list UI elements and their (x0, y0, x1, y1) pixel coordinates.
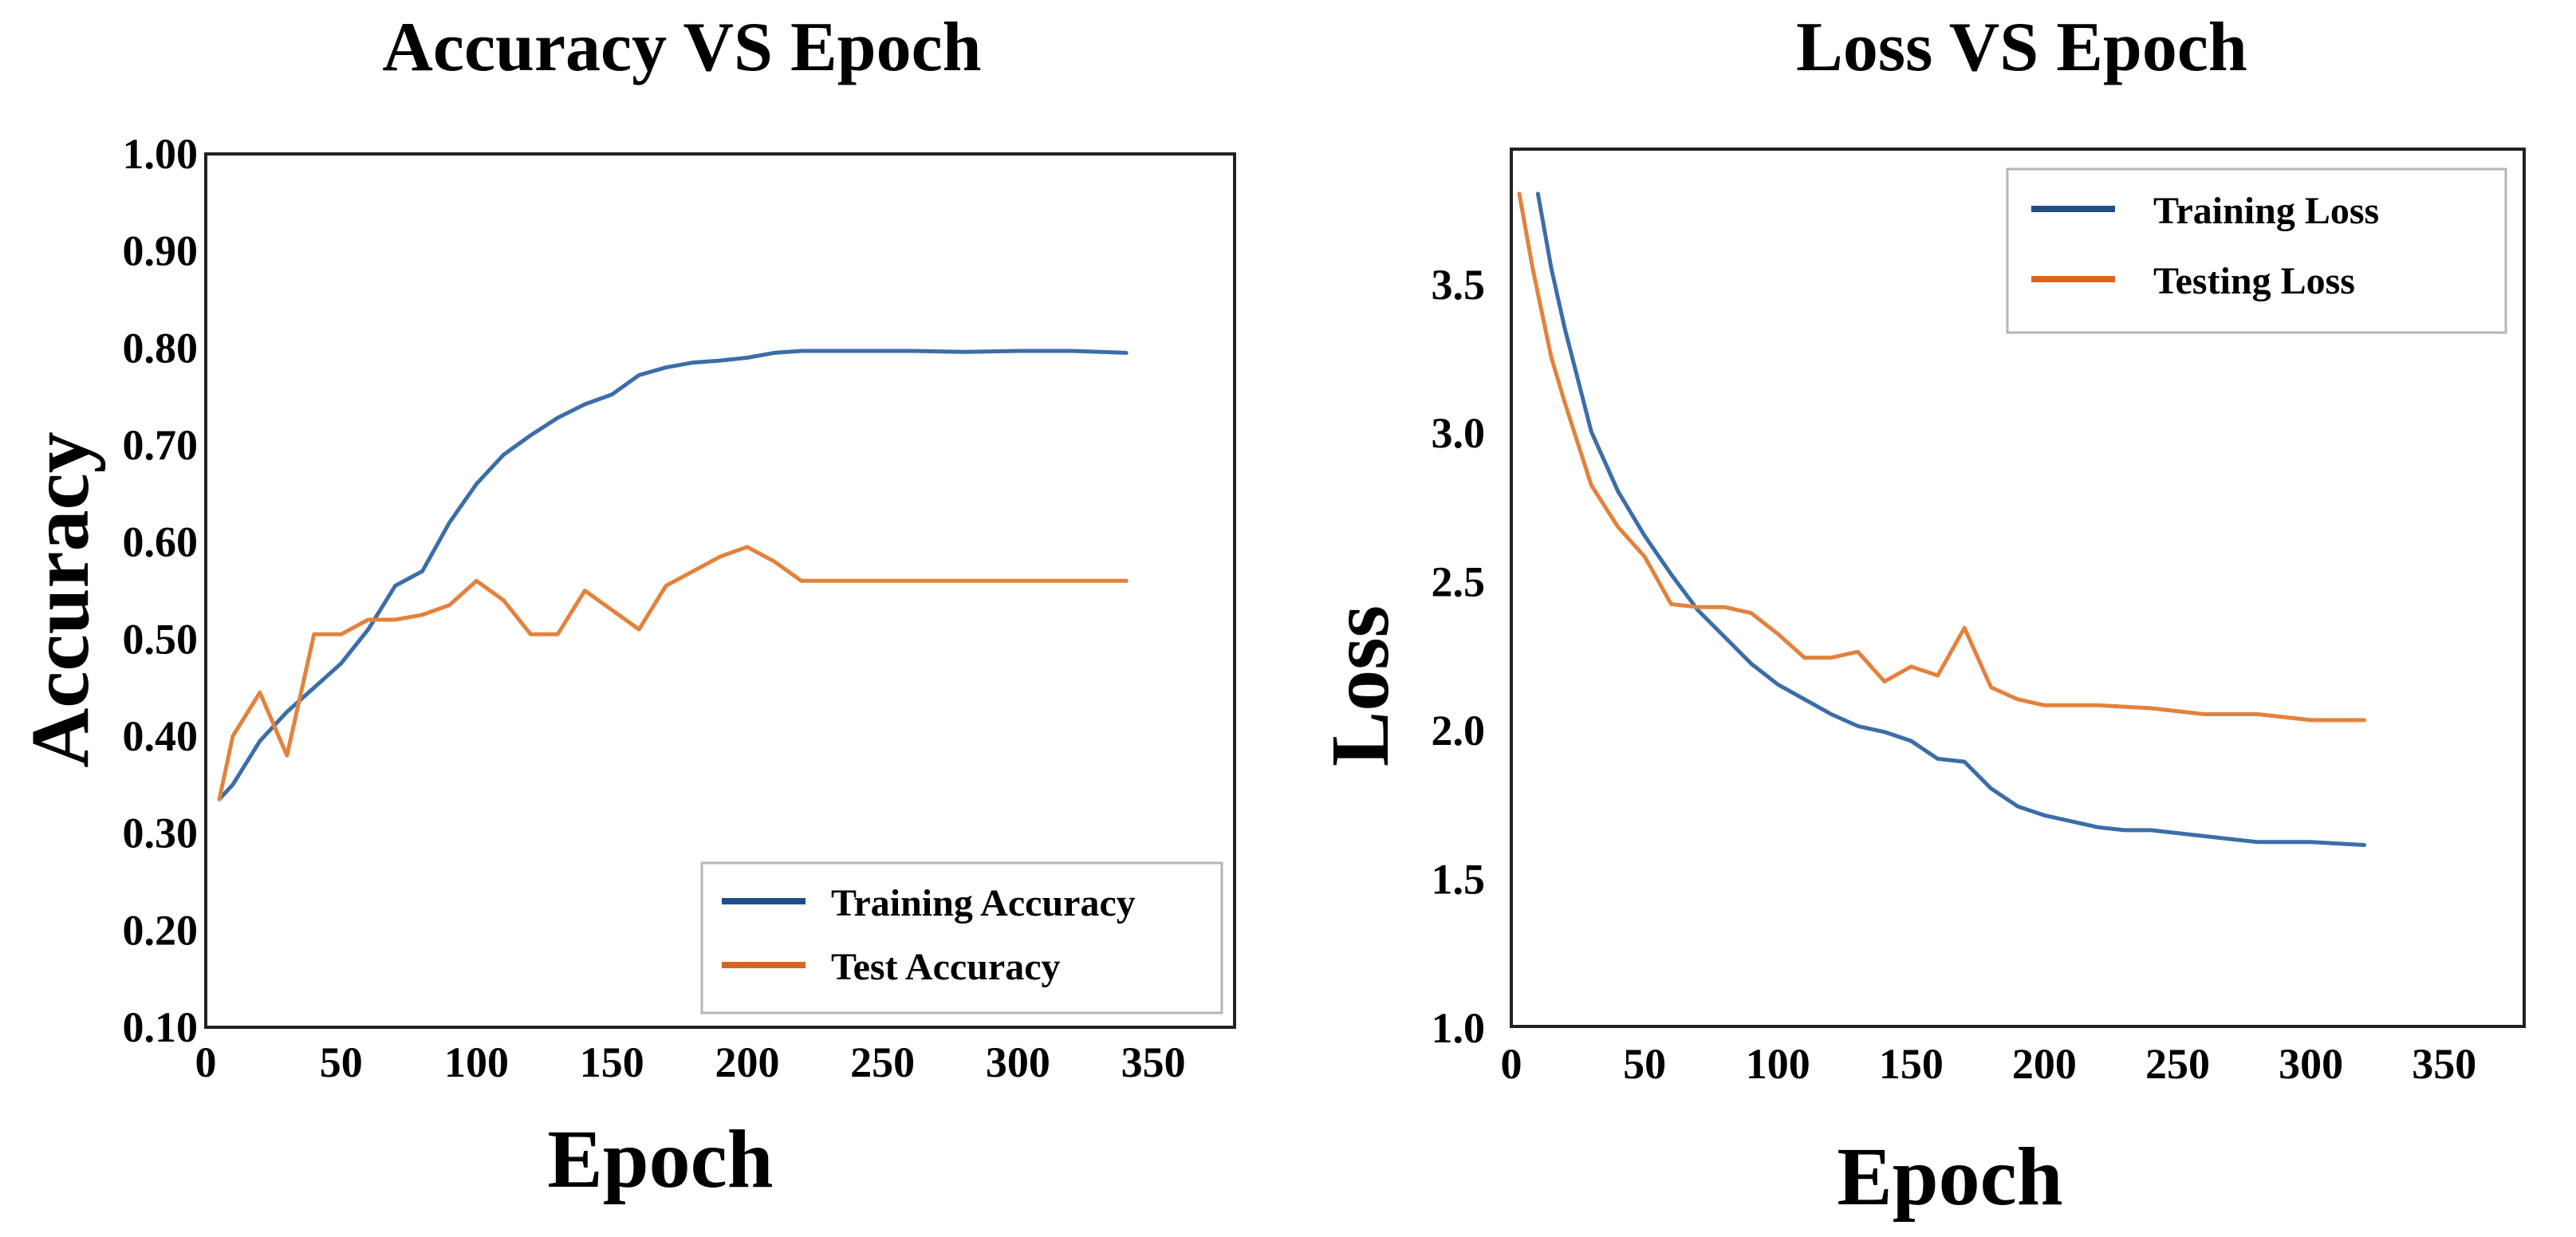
x-tick-label: 350 (2412, 1040, 2476, 1088)
series-line-testing (217, 545, 1128, 802)
x-tick-label: 100 (1746, 1040, 1810, 1088)
y-tick-label: 0.40 (123, 712, 199, 760)
chart-title: Accuracy VS Epoch (382, 9, 981, 86)
data-series (1517, 191, 2366, 847)
y-tick-label: 0.10 (123, 1003, 199, 1051)
legend-label-training: Training Accuracy (831, 882, 1136, 924)
x-tick-label: 0 (195, 1038, 217, 1086)
legend: Training Accuracy Test Accuracy (700, 861, 1223, 1014)
y-tick-label: 0.60 (123, 518, 199, 566)
legend-box (2006, 167, 2507, 334)
chart-title: Loss VS Epoch (1796, 9, 2247, 86)
y-tick-label: 0.30 (123, 810, 199, 857)
y-tick-label: 3.0 (1432, 409, 1486, 457)
y-tick-label: 0.20 (123, 906, 199, 954)
x-tick-label: 50 (1623, 1040, 1666, 1088)
y-tick-labels: 0.10 0.20 0.30 0.40 0.50 0.60 0.70 0.80 0.90 1.00 (123, 130, 199, 1051)
y-tick-label: 0.50 (123, 615, 199, 663)
series-line-training (217, 349, 1128, 802)
x-tick-label: 350 (1121, 1038, 1186, 1086)
y-tick-label: 1.00 (123, 130, 199, 178)
series-line-training (1535, 191, 2366, 847)
x-tick-label: 200 (2012, 1040, 2077, 1088)
plot-area-frame (1510, 148, 2526, 1028)
x-tick-label: 100 (444, 1038, 509, 1086)
legend-label-training: Training Loss (2153, 190, 2379, 232)
legend-label-testing: Testing Loss (2153, 260, 2355, 302)
plot-area-frame (204, 152, 1236, 1029)
y-tick-label: 1.5 (1432, 856, 1486, 904)
data-series (217, 349, 1128, 802)
series-line-testing (1517, 191, 2366, 723)
y-axis-label: Accuracy (14, 431, 106, 768)
accuracy-chart: Accuracy VS Epoch 0.100.200.300.400.500.… (14, 9, 1236, 1205)
x-axis-label: Epoch (547, 1113, 773, 1205)
y-tick-labels: 1.0 1.5 2.0 2.5 3.0 3.5 (1432, 261, 1486, 1052)
y-tick-label: 0.90 (123, 227, 199, 275)
x-tick-label: 150 (580, 1038, 644, 1086)
x-tick-label: 50 (320, 1038, 363, 1086)
x-tick-label: 200 (715, 1038, 779, 1086)
y-tick-label: 0.80 (123, 324, 199, 372)
x-tick-label: 300 (986, 1038, 1050, 1086)
loss-chart: Loss VS Epoch 1.0 1.5 2.0 2.5 3.0 3.5 0 50 100 1… (1314, 9, 2526, 1223)
x-axis-label: Epoch (1837, 1131, 2062, 1223)
y-tick-label: 2.5 (1432, 558, 1486, 606)
x-tick-label: 0 (1501, 1040, 1522, 1088)
y-tick-label: 3.5 (1432, 261, 1486, 309)
y-tick-label: 2.0 (1432, 707, 1486, 754)
legend-box (700, 861, 1223, 1014)
x-tick-labels: 0 50 100 150 200 250 300 350 (195, 1038, 1186, 1086)
x-tick-label: 250 (2145, 1040, 2210, 1088)
legend: Training Loss Testing Loss (2006, 167, 2507, 334)
y-tick-label: 1.0 (1432, 1004, 1486, 1052)
legend-label-testing: Test Accuracy (831, 946, 1061, 988)
x-tick-labels: 0 50 100 150 200 250 300 350 (1501, 1040, 2477, 1088)
x-tick-label: 150 (1879, 1040, 1944, 1088)
y-tick-label: 0.70 (123, 421, 199, 469)
x-tick-label: 300 (2279, 1040, 2343, 1088)
x-tick-label: 250 (850, 1038, 915, 1086)
y-axis-label: Loss (1314, 605, 1406, 766)
